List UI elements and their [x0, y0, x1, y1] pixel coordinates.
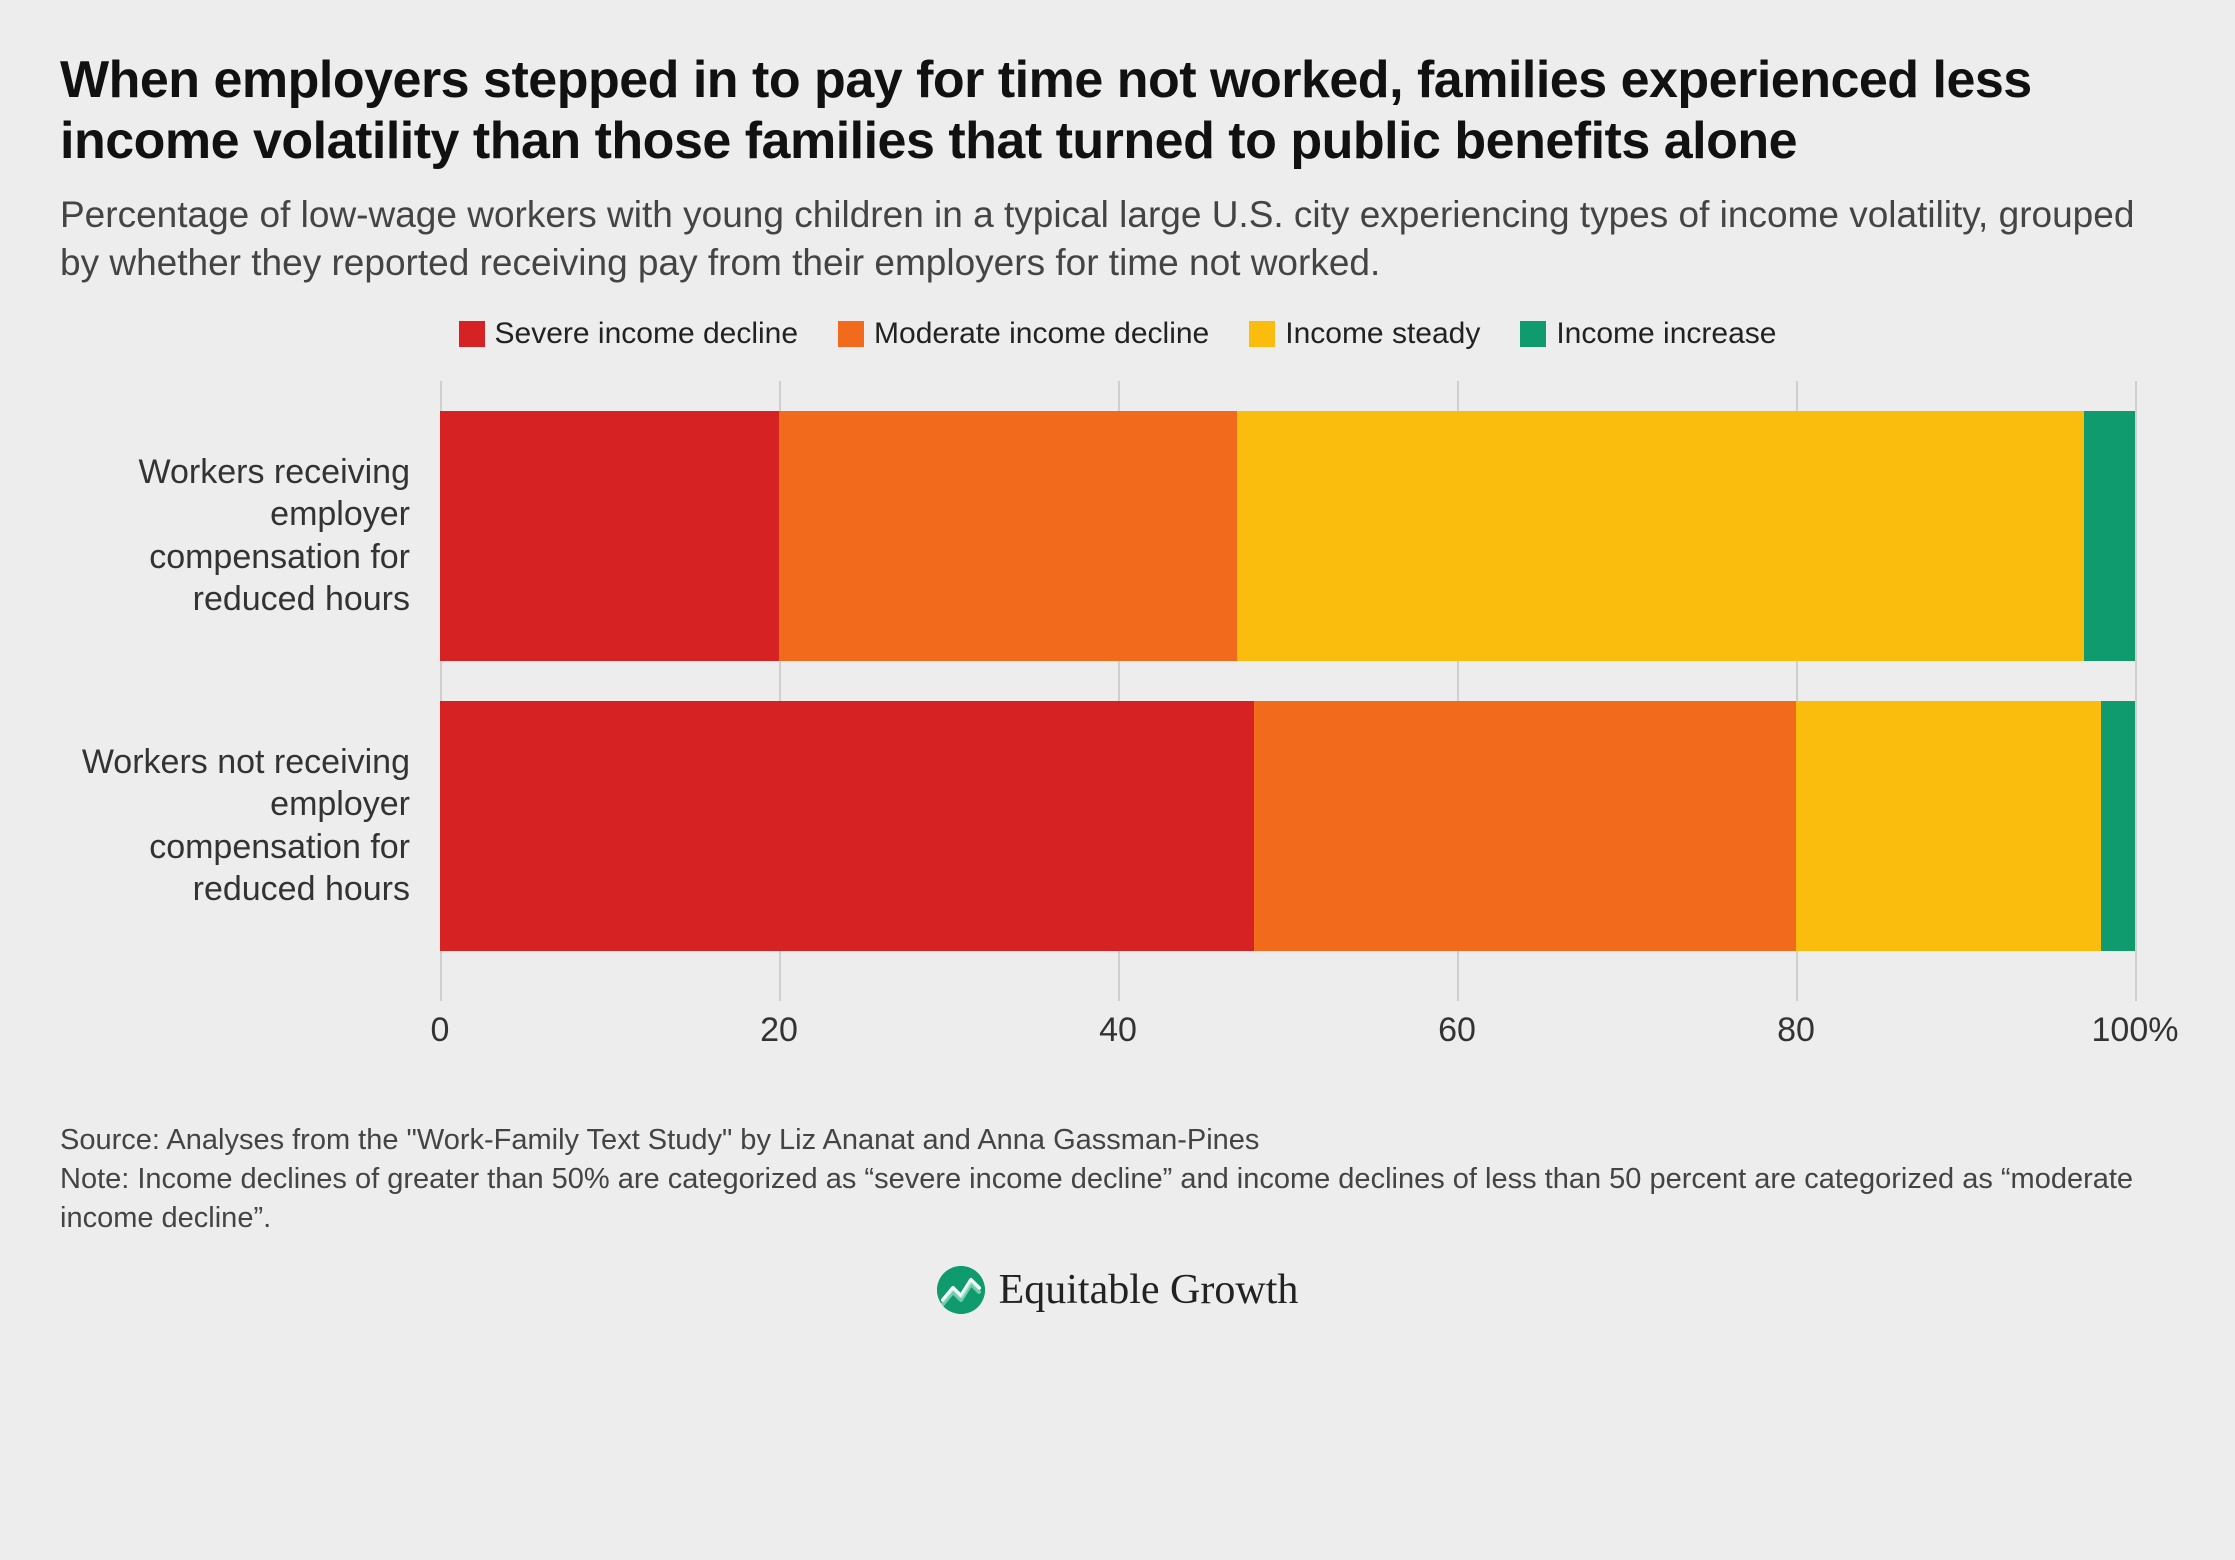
bar-segment [440, 411, 779, 661]
bar-segment [2101, 701, 2135, 951]
x-tick-label: 60 [1438, 1011, 1476, 1050]
brand-name: Equitable Growth [999, 1266, 1299, 1314]
legend-label: Moderate income decline [874, 317, 1209, 351]
brand: Equitable Growth [60, 1266, 2175, 1314]
gridline [2135, 381, 2137, 1001]
chart-subtitle: Percentage of low-wage workers with youn… [60, 191, 2175, 287]
x-tick-label: 0 [431, 1011, 450, 1050]
x-axis-ticks: 020406080100% [440, 1011, 2135, 1071]
chart-area: Workers receiving employer compensation … [440, 381, 2135, 1071]
plot: Workers receiving employer compensation … [440, 381, 2135, 1001]
bar-segment [1237, 411, 2085, 661]
legend-swatch [1520, 321, 1546, 347]
legend-swatch [1249, 321, 1275, 347]
x-tick-label: 40 [1099, 1011, 1137, 1050]
legend-label: Severe income decline [495, 317, 799, 351]
legend-item: Income steady [1249, 317, 1480, 351]
brand-logo-icon [937, 1266, 985, 1314]
legend-label: Income steady [1285, 317, 1480, 351]
bar-row: Workers not receiving employer compensat… [440, 701, 2135, 951]
category-label: Workers not receiving employer compensat… [80, 741, 440, 911]
x-tick-label: 100% [2092, 1011, 2179, 1050]
bar-row: Workers receiving employer compensation … [440, 411, 2135, 661]
legend-item: Moderate income decline [838, 317, 1209, 351]
category-label: Workers receiving employer compensation … [80, 451, 440, 621]
legend-item: Income increase [1520, 317, 1776, 351]
source-text: Source: Analyses from the "Work-Family T… [60, 1121, 2175, 1160]
x-tick-label: 20 [760, 1011, 798, 1050]
legend-swatch [459, 321, 485, 347]
chart-title: When employers stepped in to pay for tim… [60, 50, 2175, 173]
bar-segment [2084, 411, 2135, 661]
legend-swatch [838, 321, 864, 347]
bar-segment [440, 701, 1254, 951]
bar-segment [1796, 701, 2101, 951]
legend: Severe income decline Moderate income dec… [60, 317, 2175, 351]
bar-segment [779, 411, 1237, 661]
note-text: Note: Income declines of greater than 50… [60, 1160, 2175, 1238]
bar-segment [1254, 701, 1796, 951]
legend-item: Severe income decline [459, 317, 799, 351]
x-tick-label: 80 [1777, 1011, 1815, 1050]
chart-footer: Source: Analyses from the "Work-Family T… [60, 1121, 2175, 1238]
legend-label: Income increase [1556, 317, 1776, 351]
